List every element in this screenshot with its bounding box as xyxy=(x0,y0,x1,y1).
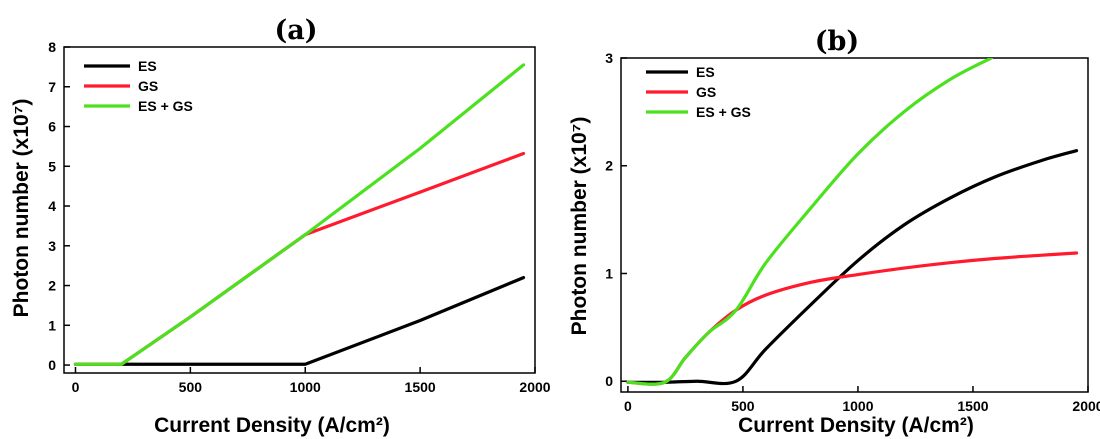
series-line-b-es-gs xyxy=(626,58,993,386)
series-line-a-gs xyxy=(73,151,526,366)
x-tick-label-b-0: 0 xyxy=(624,398,632,414)
legend-label-b-1: GS xyxy=(696,84,716,100)
plot-frame-a xyxy=(63,46,536,374)
legend-label-b-2: ES + GS xyxy=(696,104,751,120)
legend-label-a-1: GS xyxy=(138,78,158,94)
x-tick-label-a-0: 0 xyxy=(72,379,80,395)
x-tick-label-a-4: 2000 xyxy=(519,379,550,395)
y-axis-title-b: Photon number (x10⁷) xyxy=(568,117,591,336)
legend-label-a-2: ES + GS xyxy=(138,98,193,114)
y-tick-label-a-3: 3 xyxy=(48,238,56,254)
panel-label-b: (b) xyxy=(815,26,859,57)
x-tick-label-b-4: 2000 xyxy=(1072,398,1100,414)
legend-label-b-0: ES xyxy=(696,64,715,80)
x-tick-label-b-2: 1000 xyxy=(842,398,873,414)
y-tick-label-b-3: 3 xyxy=(605,50,613,66)
x-tick-label-a-3: 1500 xyxy=(405,379,436,395)
chart-a: (a) Photon number (x10⁷) Current Density… xyxy=(10,15,551,437)
y-tick-label-a-7: 7 xyxy=(48,79,56,95)
y-tick-label-b-1: 1 xyxy=(605,265,613,281)
y-tick-label-b-0: 0 xyxy=(605,373,613,389)
x-tick-label-b-1: 500 xyxy=(731,398,755,414)
x-tick-label-b-3: 1500 xyxy=(957,398,988,414)
chart-b: (b) Photon number (x10⁷) Current Density… xyxy=(568,26,1100,437)
plot-frame-b xyxy=(620,57,1089,393)
y-tick-label-a-2: 2 xyxy=(48,278,56,294)
x-axis-title-a: Current Density (A/cm²) xyxy=(154,414,390,437)
y-axis-title-a: Photon number (x10⁷) xyxy=(10,99,33,318)
series-line-b-gs xyxy=(626,251,1079,386)
y-tick-label-a-1: 1 xyxy=(48,317,56,333)
y-tick-label-a-0: 0 xyxy=(48,357,56,373)
legend-label-a-0: ES xyxy=(138,58,157,74)
y-tick-label-a-4: 4 xyxy=(48,198,56,214)
x-tick-label-a-1: 500 xyxy=(179,379,203,395)
y-tick-label-a-6: 6 xyxy=(48,119,56,135)
x-tick-label-a-2: 1000 xyxy=(290,379,321,395)
y-tick-label-a-5: 5 xyxy=(48,158,56,174)
panel-label-a: (a) xyxy=(274,15,317,46)
series-line-a-es-gs xyxy=(73,63,526,366)
y-tick-label-b-2: 2 xyxy=(605,158,613,174)
x-axis-title-b: Current Density (A/cm²) xyxy=(738,414,974,437)
y-tick-label-a-8: 8 xyxy=(48,39,56,55)
series-line-b-es xyxy=(626,149,1079,386)
